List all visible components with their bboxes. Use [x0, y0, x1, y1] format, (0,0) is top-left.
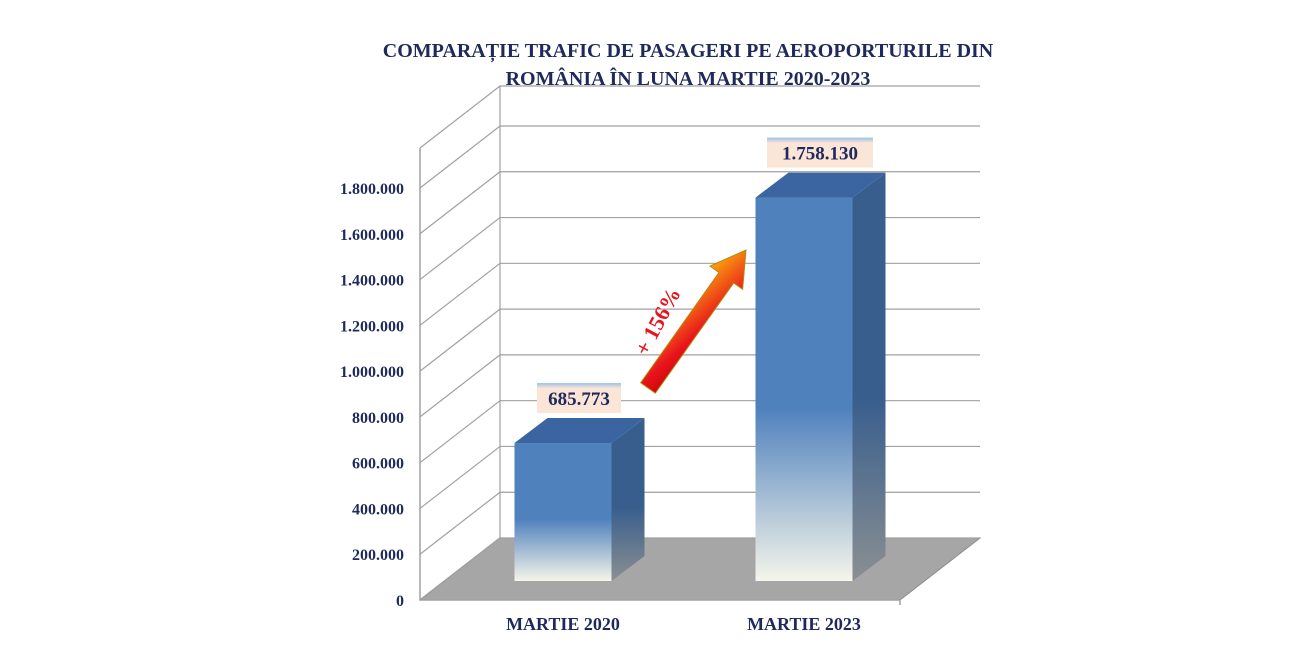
data-label-box	[537, 383, 621, 414]
data-label-box	[767, 137, 873, 168]
gridline	[419, 125, 980, 189]
category-label: MARTIE 2020	[506, 614, 620, 634]
data-label: 1.758.130	[782, 144, 858, 165]
bar	[514, 418, 645, 581]
gridline-top	[419, 85, 980, 149]
bar-side	[611, 418, 645, 581]
gridline	[419, 354, 980, 418]
bar-front	[514, 443, 612, 581]
category-label: MARTIE 2023	[747, 614, 861, 634]
arrow-shape	[639, 249, 747, 394]
y-tick-label: 1.200.000	[340, 318, 404, 335]
depth-axis	[419, 537, 501, 601]
y-tick-label: 400.000	[352, 501, 404, 518]
chart-title-line-1: COMPARAȚIE TRAFIC DE PASAGERI PE AEROPOR…	[383, 40, 994, 63]
bar-side	[852, 172, 886, 582]
bar-top	[755, 172, 886, 198]
chart-floor	[418, 537, 982, 601]
change-arrow	[639, 249, 747, 394]
bar-front	[755, 197, 853, 582]
bar-top	[514, 418, 645, 444]
gridline	[419, 171, 980, 235]
gridline	[419, 400, 980, 464]
y-tick-label: 200.000	[352, 547, 404, 564]
gridline	[419, 445, 980, 509]
y-tick-label: 1.000.000	[340, 364, 404, 381]
y-tick-label: 1.400.000	[340, 273, 404, 290]
y-tick-label: 1.800.000	[340, 181, 404, 198]
y-tick-label: 800.000	[352, 410, 404, 427]
data-label: 685.773	[548, 389, 610, 410]
y-tick-label: 600.000	[352, 456, 404, 473]
y-tick-label: 1.600.000	[340, 227, 404, 244]
bar	[755, 172, 886, 582]
y-tick-label: 0	[396, 593, 404, 610]
gridline	[419, 216, 980, 281]
